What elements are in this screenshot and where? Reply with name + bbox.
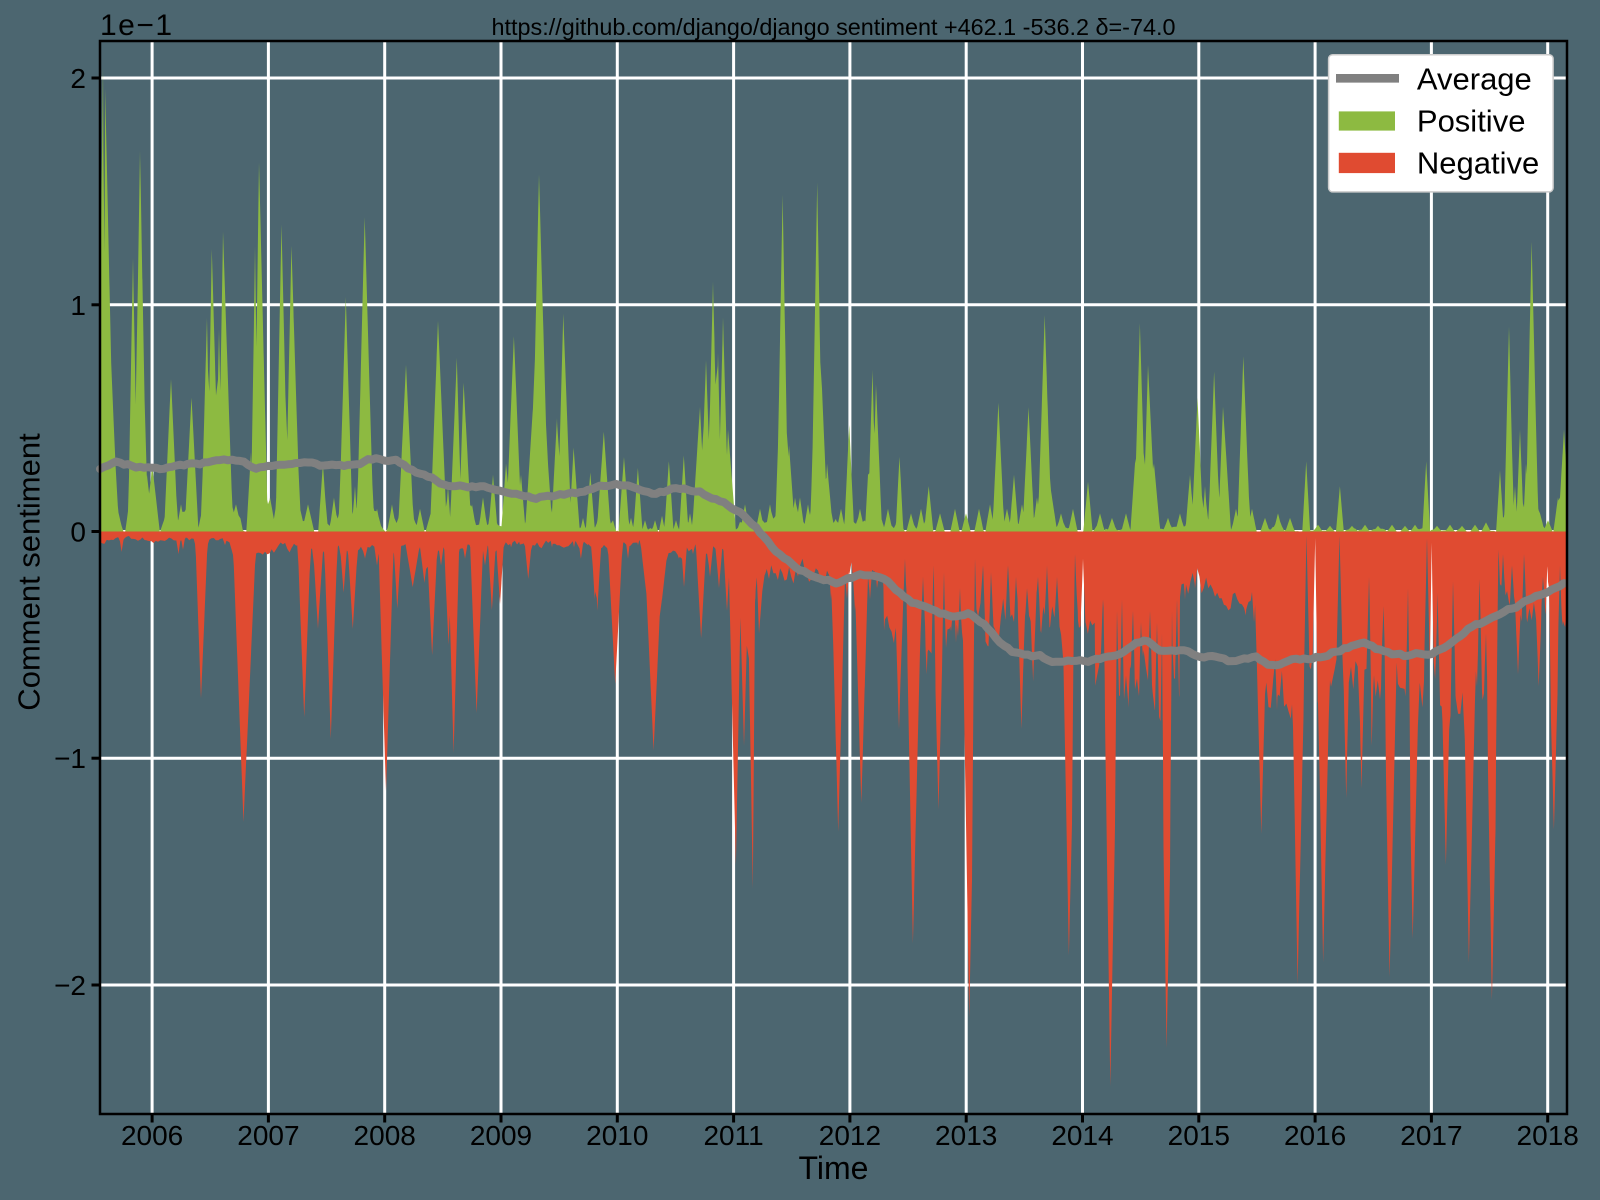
svg-text:2014: 2014 (1051, 1120, 1113, 1151)
svg-text:2: 2 (70, 63, 86, 94)
svg-text:2018: 2018 (1517, 1120, 1579, 1151)
svg-text:https://github.com/django/djan: https://github.com/django/django sentime… (491, 14, 1175, 40)
svg-text:1e−1: 1e−1 (100, 9, 174, 42)
svg-text:1: 1 (70, 290, 86, 321)
svg-text:2016: 2016 (1284, 1120, 1346, 1151)
svg-text:2011: 2011 (703, 1120, 763, 1151)
svg-text:2008: 2008 (354, 1120, 416, 1151)
svg-text:Average: Average (1417, 62, 1532, 97)
svg-text:−2: −2 (54, 970, 86, 1001)
svg-text:2015: 2015 (1168, 1120, 1230, 1151)
svg-text:0: 0 (70, 517, 86, 548)
svg-text:2009: 2009 (470, 1120, 532, 1151)
svg-text:2017: 2017 (1400, 1120, 1462, 1151)
svg-text:Negative: Negative (1417, 146, 1539, 181)
svg-text:2007: 2007 (237, 1120, 299, 1151)
svg-text:2010: 2010 (586, 1120, 648, 1151)
svg-text:2006: 2006 (121, 1120, 183, 1151)
svg-text:2013: 2013 (935, 1120, 997, 1151)
svg-text:Time: Time (799, 1150, 869, 1186)
svg-text:Comment sentiment: Comment sentiment (12, 433, 47, 711)
svg-text:Positive: Positive (1417, 104, 1526, 139)
svg-text:−1: −1 (54, 743, 86, 774)
svg-text:2012: 2012 (819, 1120, 881, 1151)
